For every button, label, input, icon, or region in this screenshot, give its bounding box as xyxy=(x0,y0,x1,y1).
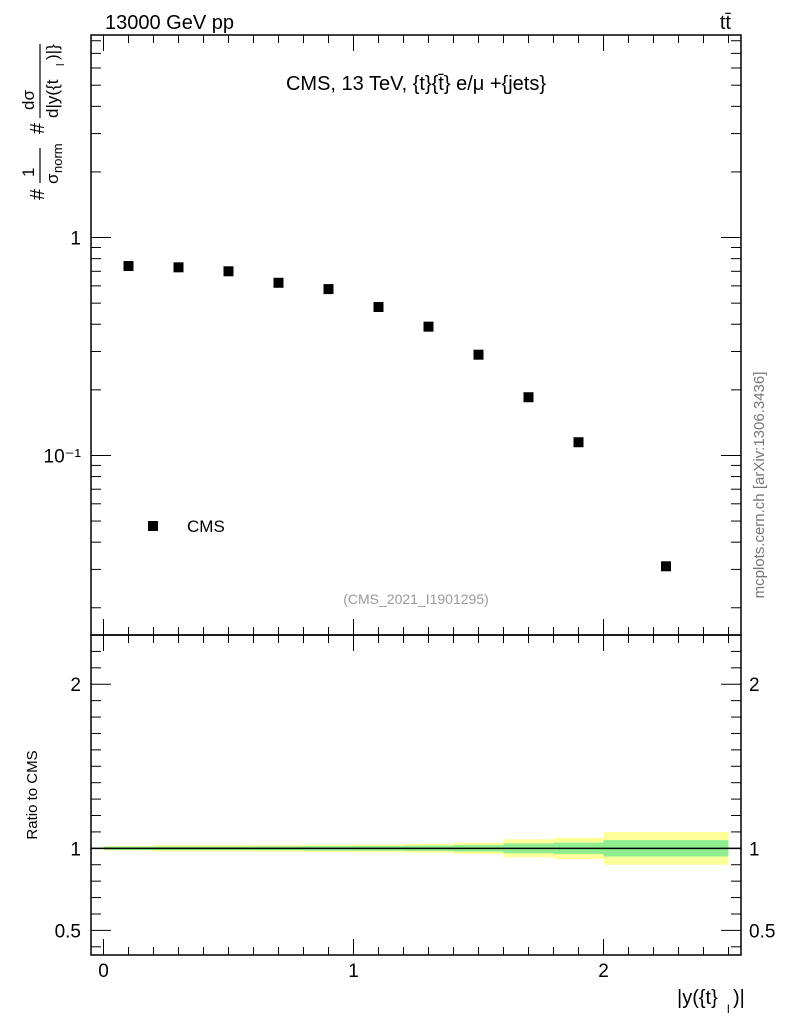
data-point-cms xyxy=(323,284,334,295)
main-data-points xyxy=(123,261,671,572)
y-label-dsigma: dσ xyxy=(19,90,38,110)
ratio-plot-frame xyxy=(90,634,742,956)
data-point-cms xyxy=(123,261,134,272)
main-y-axis-label: # 1 σ norm # dσ d|y({t l )|} xyxy=(19,44,67,200)
legend-marker-cms xyxy=(148,521,158,531)
ratio-panel: 0.5 0.5 1 1 2 2 0 1 2 Ratio to CMS |y({t} l )| xyxy=(24,634,776,1016)
data-point-cms xyxy=(173,262,184,273)
y-label-denominator-end: )|} xyxy=(43,44,62,60)
legend-label-cms: CMS xyxy=(187,517,225,536)
ratio-y-tick-label-right: 1 xyxy=(749,839,760,860)
y-label-numerator-one: 1 xyxy=(19,168,38,177)
x-axis-label: |y({t} l )| xyxy=(677,987,745,1016)
ratio-tick-labels: 0.5 0.5 1 1 2 2 0 1 2 xyxy=(55,675,776,982)
main-axis-ticks xyxy=(91,35,741,635)
legend: CMS xyxy=(148,517,225,536)
x-tick-label: 0 xyxy=(98,961,109,982)
data-point-cms xyxy=(373,302,384,313)
main-y-tick-label: 10⁻¹ xyxy=(44,446,82,467)
main-plot-frame xyxy=(90,34,742,636)
ratio-y-tick-label-right: 0.5 xyxy=(749,921,775,942)
y-label-denominator: d|y({t xyxy=(43,79,62,118)
main-panel: 1 10⁻¹ CMS, 13 TeV, {t}{t̄} e/μ +{jets} C… xyxy=(19,34,742,636)
data-point-cms xyxy=(661,561,671,572)
main-y-tick-label: 1 xyxy=(70,229,81,250)
watermark-label: mcplots.cern.ch [arXiv:1306.3436] xyxy=(751,372,768,599)
y-label-norm: norm xyxy=(50,143,65,173)
ratio-y-tick-label-left: 0.5 xyxy=(55,921,81,942)
x-label-main: |y({t} xyxy=(677,987,718,1009)
y-label-hash-2: # xyxy=(27,122,49,134)
data-point-cms xyxy=(423,321,434,332)
ratio-y-tick-label-right: 2 xyxy=(749,675,760,696)
header-process-label: 13000 GeV pp xyxy=(105,12,234,34)
x-label-sub: l xyxy=(727,1002,730,1016)
analysis-id-label: (CMS_2021_I1901295) xyxy=(343,591,489,607)
x-tick-label: 2 xyxy=(598,961,609,982)
data-point-cms xyxy=(223,266,234,277)
ratio-y-axis-label: Ratio to CMS xyxy=(24,750,41,839)
data-point-cms xyxy=(573,437,584,448)
ratio-axis-ticks xyxy=(91,635,741,955)
x-label-end: )| xyxy=(733,987,745,1009)
y-label-denominator-sub: l xyxy=(55,64,67,66)
y-label-sigma: σ xyxy=(43,173,62,184)
ratio-y-tick-label-left: 1 xyxy=(70,839,81,860)
data-point-cms xyxy=(473,349,484,360)
ratio-y-tick-label-left: 2 xyxy=(70,675,81,696)
main-y-tick-labels: 1 10⁻¹ xyxy=(44,229,82,468)
y-label-hash-1: # xyxy=(27,188,49,200)
data-point-cms xyxy=(523,392,534,403)
x-tick-label: 1 xyxy=(348,961,359,982)
data-point-cms xyxy=(273,277,284,288)
header-final-state-label: tt̄ xyxy=(720,12,732,34)
main-title: CMS, 13 TeV, {t}{t̄} e/μ +{jets} xyxy=(286,73,546,95)
